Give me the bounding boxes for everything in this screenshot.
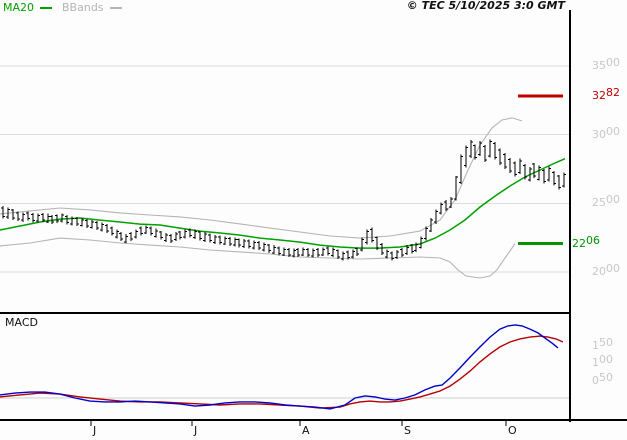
- legend-ma20-line-swatch: [40, 6, 53, 9]
- month-label-1-J: J: [194, 424, 198, 437]
- legend-bbands-line-swatch: [109, 6, 122, 9]
- resistance-label: 3282: [592, 85, 620, 102]
- price-axis-label-2500: 2500: [592, 193, 620, 210]
- month-label-4-O: O: [508, 424, 517, 437]
- price-axis-label-3000: 3000: [592, 124, 620, 141]
- legend: MA20 BBands: [3, 1, 128, 14]
- macd-panel-title: MACD: [5, 316, 38, 329]
- macd-axis-label-1.50: 150: [592, 335, 613, 352]
- price-axis-label-2000: 2000: [592, 261, 620, 278]
- support-label: 2206: [572, 233, 600, 250]
- macd-axis-label-1.00: 100: [592, 353, 613, 369]
- price-axis-label-3500: 3500: [592, 56, 620, 72]
- month-label-3-S: S: [404, 424, 411, 437]
- month-label-0-J: J: [93, 424, 97, 437]
- macd-axis-label-0.50: 050: [592, 370, 613, 387]
- legend-bbands-label: BBands: [62, 1, 104, 14]
- legend-ma20-label: MA20: [3, 1, 35, 14]
- month-label-2-A: A: [302, 424, 310, 437]
- copyright-timestamp: © TEC 5/10/2025 3:0 GMT: [406, 0, 565, 12]
